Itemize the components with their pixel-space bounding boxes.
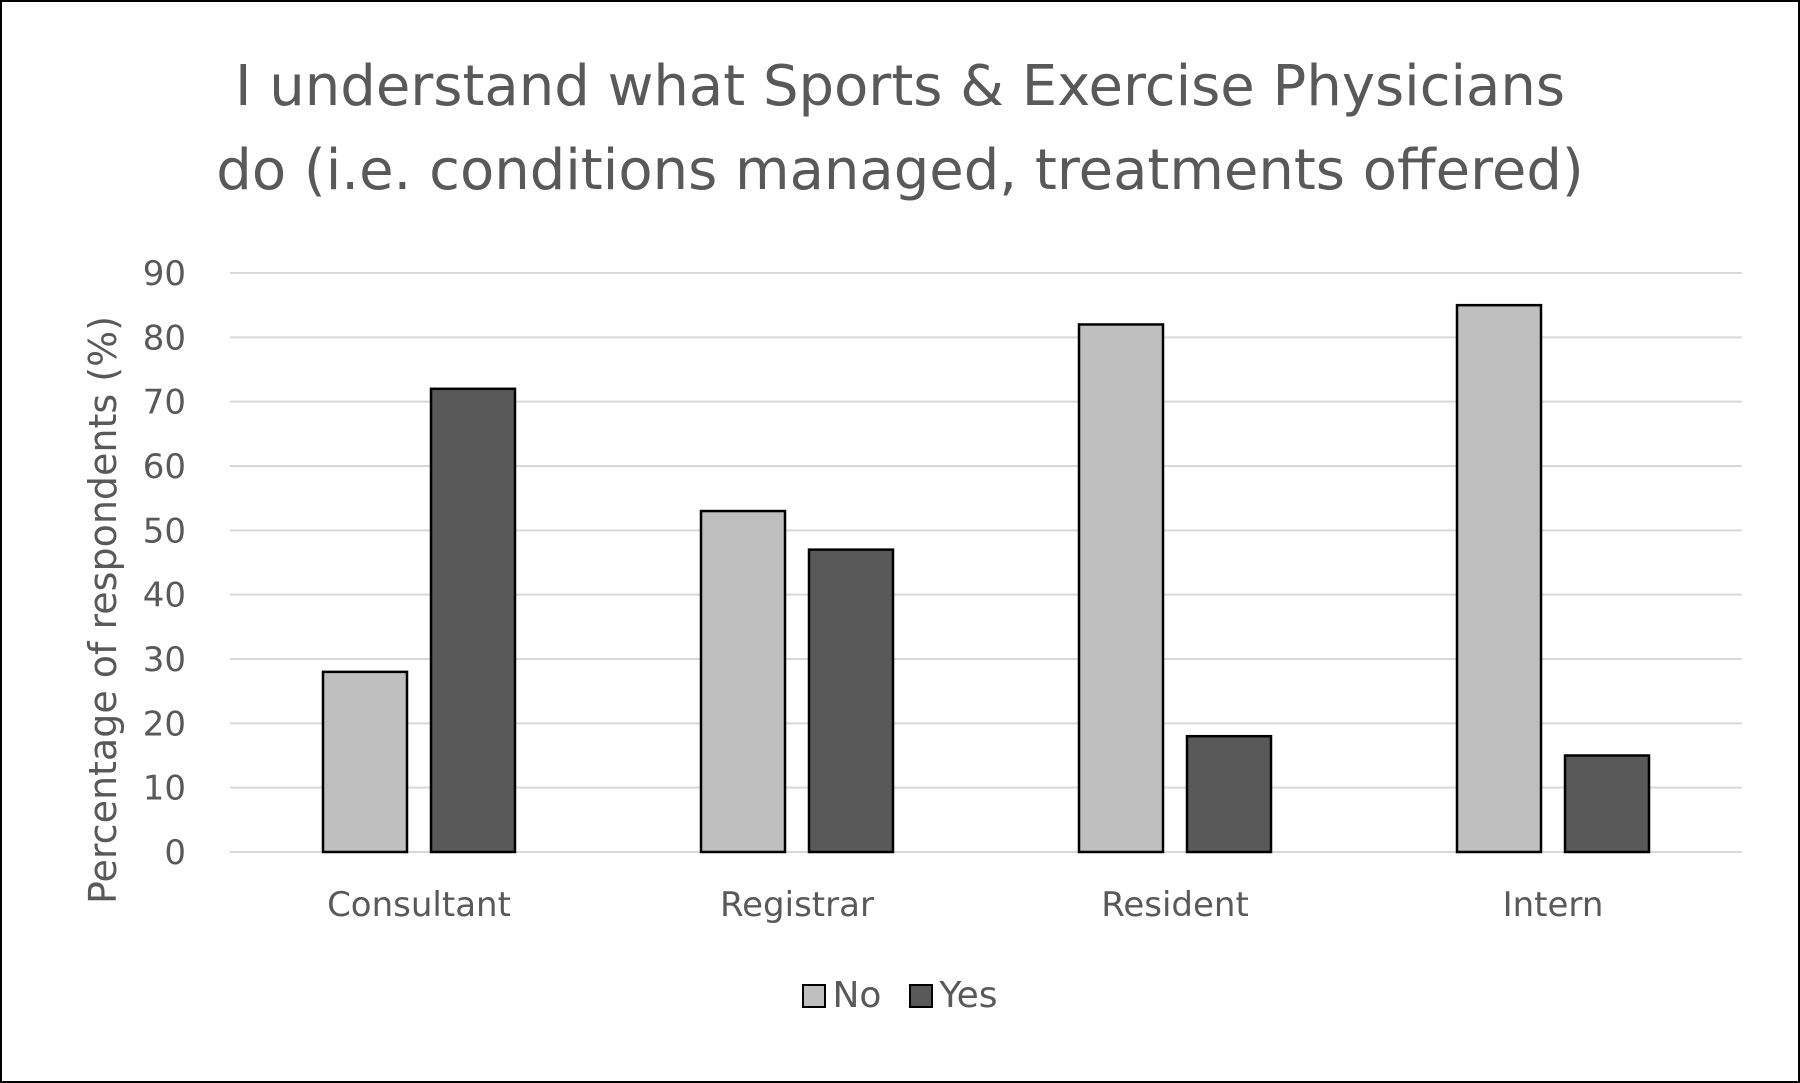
y-tick-label: 80 [143,318,186,358]
legend-item-no: No [802,975,881,1016]
legend-swatch-no [802,983,827,1008]
bar-no-consultant [321,670,409,854]
y-tick-label: 0 [164,833,186,873]
bar-yes-registrar [807,548,895,854]
legend-label-yes: Yes [939,975,998,1016]
y-axis-ticks: 0 10 20 30 40 50 60 70 80 90 [143,254,186,873]
bar-yes-intern [1563,754,1651,854]
x-tick-label: Consultant [327,885,511,925]
x-axis-ticks: Consultant Registrar Resident Intern [327,885,1603,925]
y-axis-title: Percentage of respondents (%) [81,316,125,904]
x-tick-label: Resident [1101,885,1249,925]
legend-item-yes: Yes [909,975,998,1016]
x-tick-label: Intern [1503,885,1604,925]
x-tick-label: Registrar [720,885,874,925]
chart-title: I understand what Sports & Exercise Phys… [0,45,1800,213]
bar-yes-consultant [429,387,517,854]
legend-label-no: No [832,975,882,1016]
legend-swatch-yes [909,983,934,1008]
bar-no-registrar [699,509,787,854]
legend: No Yes [0,975,1800,1016]
y-tick-label: 90 [143,254,186,294]
y-tick-label: 50 [143,511,186,551]
y-tick-label: 40 [143,576,186,616]
y-tick-label: 20 [143,704,186,744]
bar-yes-resident [1185,734,1273,854]
y-tick-label: 60 [143,447,186,487]
bar-no-intern [1455,303,1543,854]
y-tick-label: 10 [143,769,186,809]
y-tick-label: 70 [143,383,186,423]
chart-title-line-1: I understand what Sports & Exercise Phys… [234,54,1566,119]
y-tick-label: 30 [143,640,186,680]
bars [321,303,1651,854]
chart-title-line-2: do (i.e. conditions managed, treatments … [216,138,1584,203]
bar-no-resident [1077,323,1165,854]
